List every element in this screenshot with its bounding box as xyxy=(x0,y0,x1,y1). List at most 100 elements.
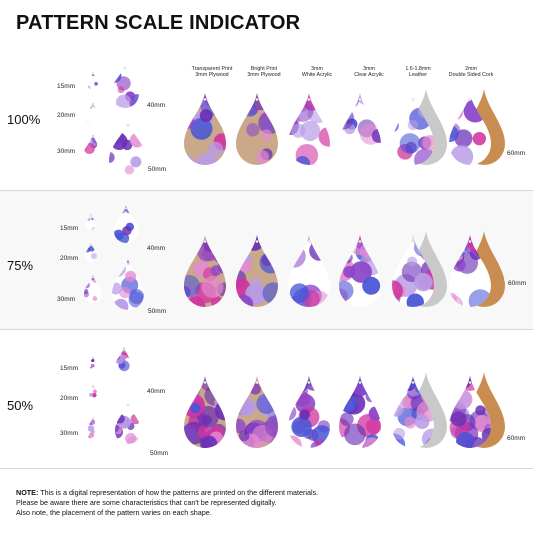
material-label-plywood-bright: Bright Print 3mm Plywood xyxy=(247,66,281,78)
pattern-dot xyxy=(190,117,213,140)
note-line-2: Please be aware there are some character… xyxy=(16,498,277,507)
pattern-dot xyxy=(95,417,100,423)
pattern-dot xyxy=(238,430,250,442)
pattern-dot xyxy=(339,394,358,413)
size-label: 15mm xyxy=(57,83,76,90)
pattern-dot xyxy=(92,296,98,301)
hole-icon xyxy=(358,240,362,243)
pattern-dot xyxy=(260,129,273,142)
sample-drop xyxy=(115,401,141,444)
pattern-dot xyxy=(86,417,90,421)
pattern-dot xyxy=(368,406,381,421)
note-line-3: Also note, the placement of the pattern … xyxy=(16,508,212,517)
hole-icon xyxy=(255,381,259,384)
pattern-dot xyxy=(288,404,297,421)
pattern-dot xyxy=(288,244,306,268)
hole-icon xyxy=(91,135,95,139)
hole-icon xyxy=(126,124,130,127)
pattern-dot xyxy=(288,241,295,254)
pattern-dot xyxy=(93,385,98,389)
pattern-dot xyxy=(339,93,357,105)
drop-base xyxy=(86,214,96,230)
size-label: 60mm xyxy=(507,435,526,442)
pattern-dot xyxy=(114,354,120,361)
drop-base xyxy=(84,275,102,303)
pattern-dot xyxy=(122,226,132,236)
pattern-dot xyxy=(134,261,144,276)
material-drop xyxy=(339,235,381,307)
pattern-dot xyxy=(291,123,306,138)
pattern-dot xyxy=(309,240,330,261)
size-label: 30mm xyxy=(57,148,76,155)
hole-icon xyxy=(468,381,472,384)
pattern-dot xyxy=(266,235,278,251)
pattern-dot xyxy=(475,405,486,416)
pattern-dot xyxy=(111,72,118,85)
pattern-dot xyxy=(363,437,381,448)
pattern-dot xyxy=(481,427,491,443)
pattern-dot xyxy=(94,82,98,86)
pattern-dot xyxy=(91,227,96,230)
pattern-dot xyxy=(236,397,256,417)
pattern-dot xyxy=(261,254,274,267)
pattern-dot xyxy=(392,118,399,133)
pattern-dot xyxy=(313,379,326,392)
size-label: 40mm xyxy=(147,102,166,109)
pattern-dot xyxy=(256,393,277,414)
pattern-dot xyxy=(375,376,381,383)
pattern-dot xyxy=(449,93,462,107)
pattern-dot xyxy=(451,389,472,410)
pattern-dot xyxy=(84,277,90,283)
pattern-dot xyxy=(371,128,381,143)
pattern-dot xyxy=(124,270,137,282)
pattern-dot xyxy=(197,425,211,439)
hole-icon xyxy=(91,417,95,421)
pattern-dot xyxy=(115,401,122,408)
pattern-dot xyxy=(114,353,125,365)
pattern-dot xyxy=(112,259,122,271)
pattern-dot xyxy=(262,282,278,304)
material-label-plywood-transparent: Transparent Print 3mm Plywood xyxy=(191,66,233,78)
pattern-dot xyxy=(128,347,134,354)
note-line-1: This is a digital representation of how … xyxy=(38,488,319,497)
pattern-dot xyxy=(291,240,303,252)
size-label: 15mm xyxy=(60,365,79,372)
sample-drop xyxy=(114,205,138,243)
pattern-dot xyxy=(339,238,348,256)
pattern-dot xyxy=(359,244,374,258)
pattern-dot xyxy=(88,418,96,426)
pattern-dot xyxy=(114,205,121,216)
hole-icon xyxy=(89,214,93,217)
pattern-dot xyxy=(129,99,138,108)
pattern-dot xyxy=(236,235,254,251)
pattern-dot xyxy=(86,436,91,439)
hole-icon xyxy=(123,66,127,70)
pattern-dot xyxy=(88,432,95,438)
pattern-dot xyxy=(449,235,466,248)
section-divider xyxy=(0,468,533,469)
pattern-dot xyxy=(365,391,377,403)
sample-drop xyxy=(88,385,98,400)
pattern-dot xyxy=(115,413,125,424)
pattern-dot xyxy=(200,376,217,392)
pattern-dot xyxy=(109,151,115,164)
pattern-dot xyxy=(344,423,366,446)
pattern-dot xyxy=(340,235,362,248)
size-label: 50mm xyxy=(150,450,169,457)
pattern-dot xyxy=(266,376,278,385)
pattern-dot xyxy=(114,347,121,354)
pattern-dot xyxy=(303,376,326,392)
pattern-dot xyxy=(238,259,253,273)
material-label-white-acrylic: 3mm White Acrylic xyxy=(301,66,333,78)
section-divider xyxy=(0,190,533,191)
pattern-dot xyxy=(111,69,122,83)
pattern-dot xyxy=(133,402,141,415)
pattern-dot xyxy=(392,247,404,261)
pattern-dot xyxy=(236,235,249,245)
pattern-dot xyxy=(414,414,430,430)
pattern-dot xyxy=(86,120,89,124)
pattern-dot xyxy=(456,431,475,448)
pattern-dot xyxy=(449,236,468,258)
page-title: PATTERN SCALE INDICATOR xyxy=(16,12,301,34)
pattern-dot xyxy=(450,145,474,165)
